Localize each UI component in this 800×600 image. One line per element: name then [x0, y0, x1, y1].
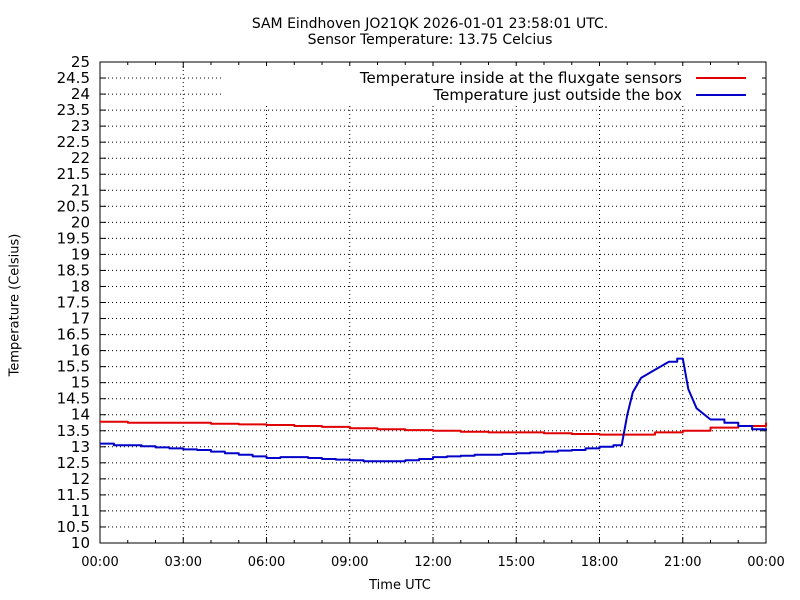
y-tick-label: 18.5	[57, 261, 90, 279]
y-tick-label: 17.5	[57, 294, 90, 312]
y-tick-label: 22	[71, 149, 90, 167]
legend-label: Temperature inside at the fluxgate senso…	[359, 69, 682, 87]
x-axis: 00:00 03:00 06:00 09:00 12:00 15:00 18:00 21:00…	[81, 62, 785, 570]
y-axis: 1010.51111.51212.51313.51414.51515.51616…	[57, 53, 766, 552]
y-tick-label: 16.5	[57, 326, 90, 344]
x-tick-label: 00:00	[81, 555, 118, 570]
y-tick-label: 22.5	[57, 133, 90, 151]
grid-lines	[100, 62, 766, 543]
x-tick-label: 21:00	[664, 555, 701, 570]
y-tick-label: 17	[71, 310, 90, 328]
y-tick-label: 14.5	[57, 390, 90, 408]
y-tick-label: 12.5	[57, 454, 90, 472]
chart-subtitle: Sensor Temperature: 13.75 Celcius	[307, 32, 553, 48]
y-tick-label: 20.5	[57, 197, 90, 215]
y-tick-label: 16	[71, 342, 90, 360]
x-tick-label: 12:00	[414, 555, 451, 570]
y-tick-label: 14	[71, 406, 90, 424]
series-line	[100, 357, 767, 463]
x-tick-label: 03:00	[165, 555, 202, 570]
y-tick-label: 10	[71, 534, 90, 552]
y-tick-label: 21.5	[57, 165, 90, 183]
x-tick-label: 18:00	[581, 555, 618, 570]
y-tick-label: 12	[71, 470, 90, 488]
x-tick-label: 15:00	[498, 555, 535, 570]
x-tick-label: 09:00	[331, 555, 368, 570]
chart-title: SAM Eindhoven JO21QK 2026-01-01 23:58:01…	[251, 16, 609, 32]
y-tick-label: 10.5	[57, 518, 90, 536]
y-tick-label: 19.5	[57, 229, 90, 247]
x-tick-label: 00:00	[747, 555, 784, 570]
y-tick-label: 23	[71, 117, 90, 135]
y-tick-label: 18	[71, 277, 90, 295]
y-tick-label: 24.5	[57, 69, 90, 87]
legend: Temperature inside at the fluxgate senso…	[222, 66, 762, 104]
y-tick-label: 13.5	[57, 422, 90, 440]
y-axis-label: Temperature (Celsius)	[7, 233, 23, 377]
y-tick-label: 15	[71, 374, 90, 392]
y-tick-label: 23.5	[57, 101, 90, 119]
x-axis-label: Time UTC	[369, 578, 431, 593]
x-tick-label: 06:00	[248, 555, 285, 570]
y-tick-label: 24	[71, 85, 90, 103]
series-lines	[100, 357, 767, 463]
y-tick-label: 21	[71, 181, 90, 199]
y-tick-label: 11.5	[57, 486, 90, 504]
y-tick-label: 19	[71, 245, 90, 263]
y-tick-label: 13	[71, 438, 90, 456]
y-tick-label: 15.5	[57, 358, 90, 376]
legend-background	[222, 66, 762, 104]
y-tick-label: 20	[71, 213, 90, 231]
y-tick-label: 11	[71, 502, 90, 520]
legend-label: Temperature just outside the box	[433, 86, 683, 104]
y-tick-label: 25	[71, 53, 90, 71]
series-line	[100, 420, 767, 436]
